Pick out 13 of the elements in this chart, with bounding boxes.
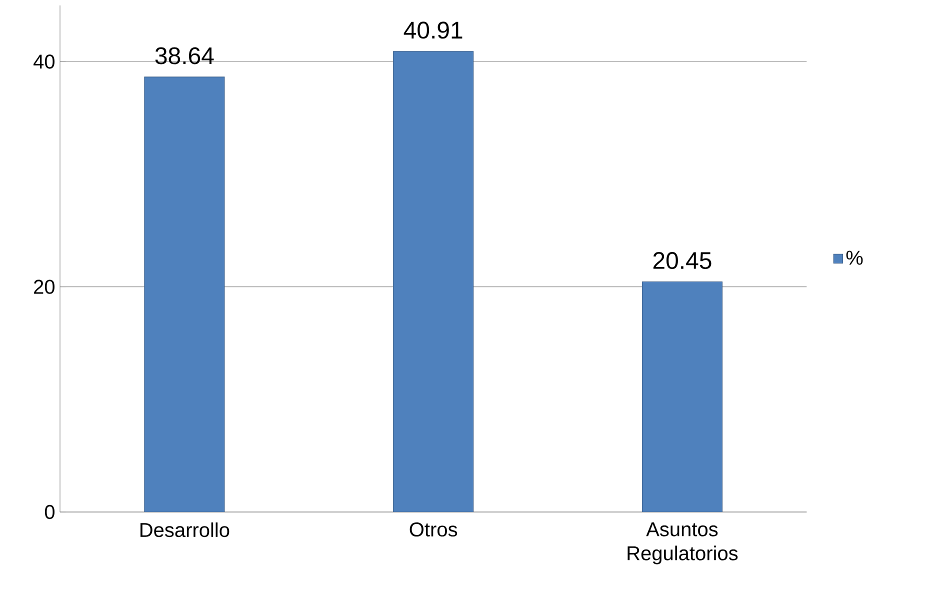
x-tick-label: Desarrollo	[140, 522, 230, 538]
x-tick-label: Asuntos Regulatorios	[628, 522, 738, 564]
bar	[642, 281, 722, 512]
x-tick-label: Otros	[410, 522, 458, 537]
data-label: 20.45	[653, 252, 712, 270]
y-tick-label: 0	[44, 504, 54, 520]
data-label: 38.64	[155, 47, 214, 64]
bar	[393, 51, 474, 512]
y-tick-label: 40	[34, 54, 54, 69]
y-tick-label: 20	[34, 280, 54, 294]
data-label: 40.91	[404, 22, 462, 39]
legend-label: %	[846, 250, 863, 265]
bar	[144, 76, 225, 512]
